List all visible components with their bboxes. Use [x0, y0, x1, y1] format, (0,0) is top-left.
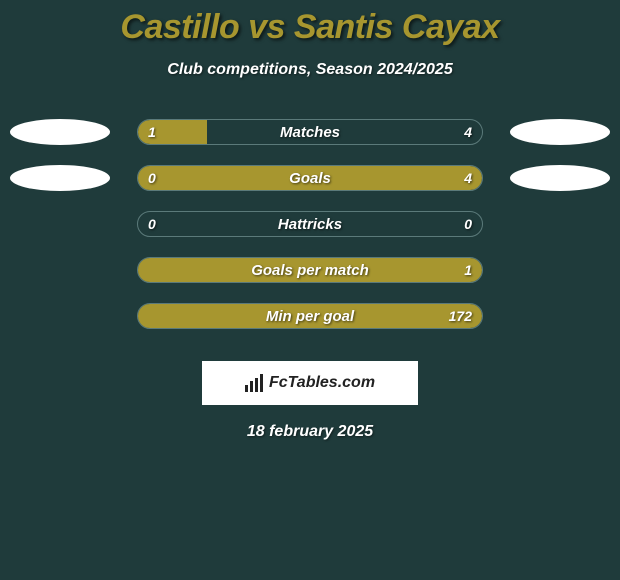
stat-bar: 04Goals [137, 165, 483, 191]
player-oval-right [510, 119, 610, 145]
stat-row: 04Goals [0, 155, 620, 201]
stat-row: 172Min per goal [0, 293, 620, 339]
logo-text: FcTables.com [269, 374, 375, 392]
logo-box: FcTables.com [202, 361, 418, 405]
page-title: Castillo vs Santis Cayax [0, 0, 620, 47]
stat-row: 14Matches [0, 109, 620, 155]
stat-label: Goals per match [138, 258, 482, 282]
stat-label: Goals [138, 166, 482, 190]
stat-label: Hattricks [138, 212, 482, 236]
date-line: 18 february 2025 [0, 423, 620, 441]
comparison-rows: 14Matches 04Goals 00Hattricks 1Goals per ma… [0, 109, 620, 339]
chart-icon [245, 374, 265, 392]
stat-bar: 172Min per goal [137, 303, 483, 329]
player-oval-left [10, 119, 110, 145]
stat-bar: 14Matches [137, 119, 483, 145]
stat-label: Min per goal [138, 304, 482, 328]
stat-row: 1Goals per match [0, 247, 620, 293]
stat-bar: 1Goals per match [137, 257, 483, 283]
player-oval-right [510, 165, 610, 191]
stat-label: Matches [138, 120, 482, 144]
subtitle: Club competitions, Season 2024/2025 [0, 61, 620, 79]
stat-bar: 00Hattricks [137, 211, 483, 237]
stat-row: 00Hattricks [0, 201, 620, 247]
player-oval-left [10, 165, 110, 191]
